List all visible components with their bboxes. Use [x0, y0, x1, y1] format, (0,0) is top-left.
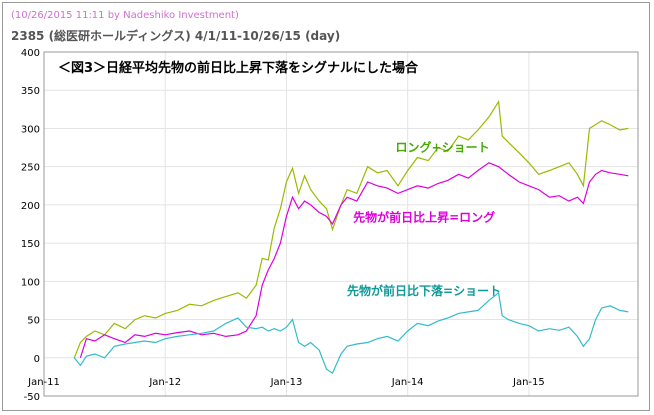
y-tick-label: -50: [24, 392, 40, 403]
y-tick-label: 150: [21, 239, 40, 250]
y-axis-ticks: 400 350 300 250 200 150 100 50 0 -50: [21, 48, 40, 403]
series-line-1: [79, 162, 629, 358]
x-tick-label: Jan-11: [27, 377, 60, 388]
chart-window: (10/26/2015 11:11 by Nadeshiko Investmen…: [2, 2, 650, 411]
chart-title: ＜図3＞日経平均先物の前日比上昇下落をシグナルにした場合: [58, 60, 419, 76]
x-axis-ticks: Jan-11 Jan-12 Jan-13 Jan-14 Jan-15: [27, 377, 545, 388]
x-tick-label: Jan-13: [270, 377, 303, 388]
timestamp-line: (10/26/2015 11:11 by Nadeshiko Investmen…: [11, 10, 239, 21]
y-tick-label: 300: [21, 124, 40, 135]
y-tick-label: 350: [21, 86, 40, 97]
x-tick-label: Jan-15: [512, 377, 545, 388]
y-tick-label: 0: [34, 354, 40, 365]
y-tick-label: 200: [21, 201, 40, 212]
y-tick-label: 250: [21, 163, 40, 174]
annotation-0: ロング+ショート: [396, 139, 490, 154]
plot-area-border: [43, 51, 639, 397]
series-lines: [73, 99, 629, 374]
y-tick-label: 100: [21, 277, 40, 288]
x-tick-label: Jan-14: [391, 377, 424, 388]
annotation-1: 先物が前日比上昇=ロング: [353, 210, 495, 225]
series-line-0: [73, 99, 629, 359]
grid-lines: [43, 51, 638, 397]
x-tick-label: Jan-12: [148, 377, 181, 388]
annotation-2: 先物が前日比下落=ショート: [347, 283, 501, 298]
stock-title: 2385 (総医研ホールディングス) 4/1/11-10/26/15 (day): [11, 29, 341, 43]
y-tick-label: 50: [27, 316, 40, 327]
series-line-2: [73, 291, 629, 374]
y-tick-label: 400: [21, 48, 40, 59]
